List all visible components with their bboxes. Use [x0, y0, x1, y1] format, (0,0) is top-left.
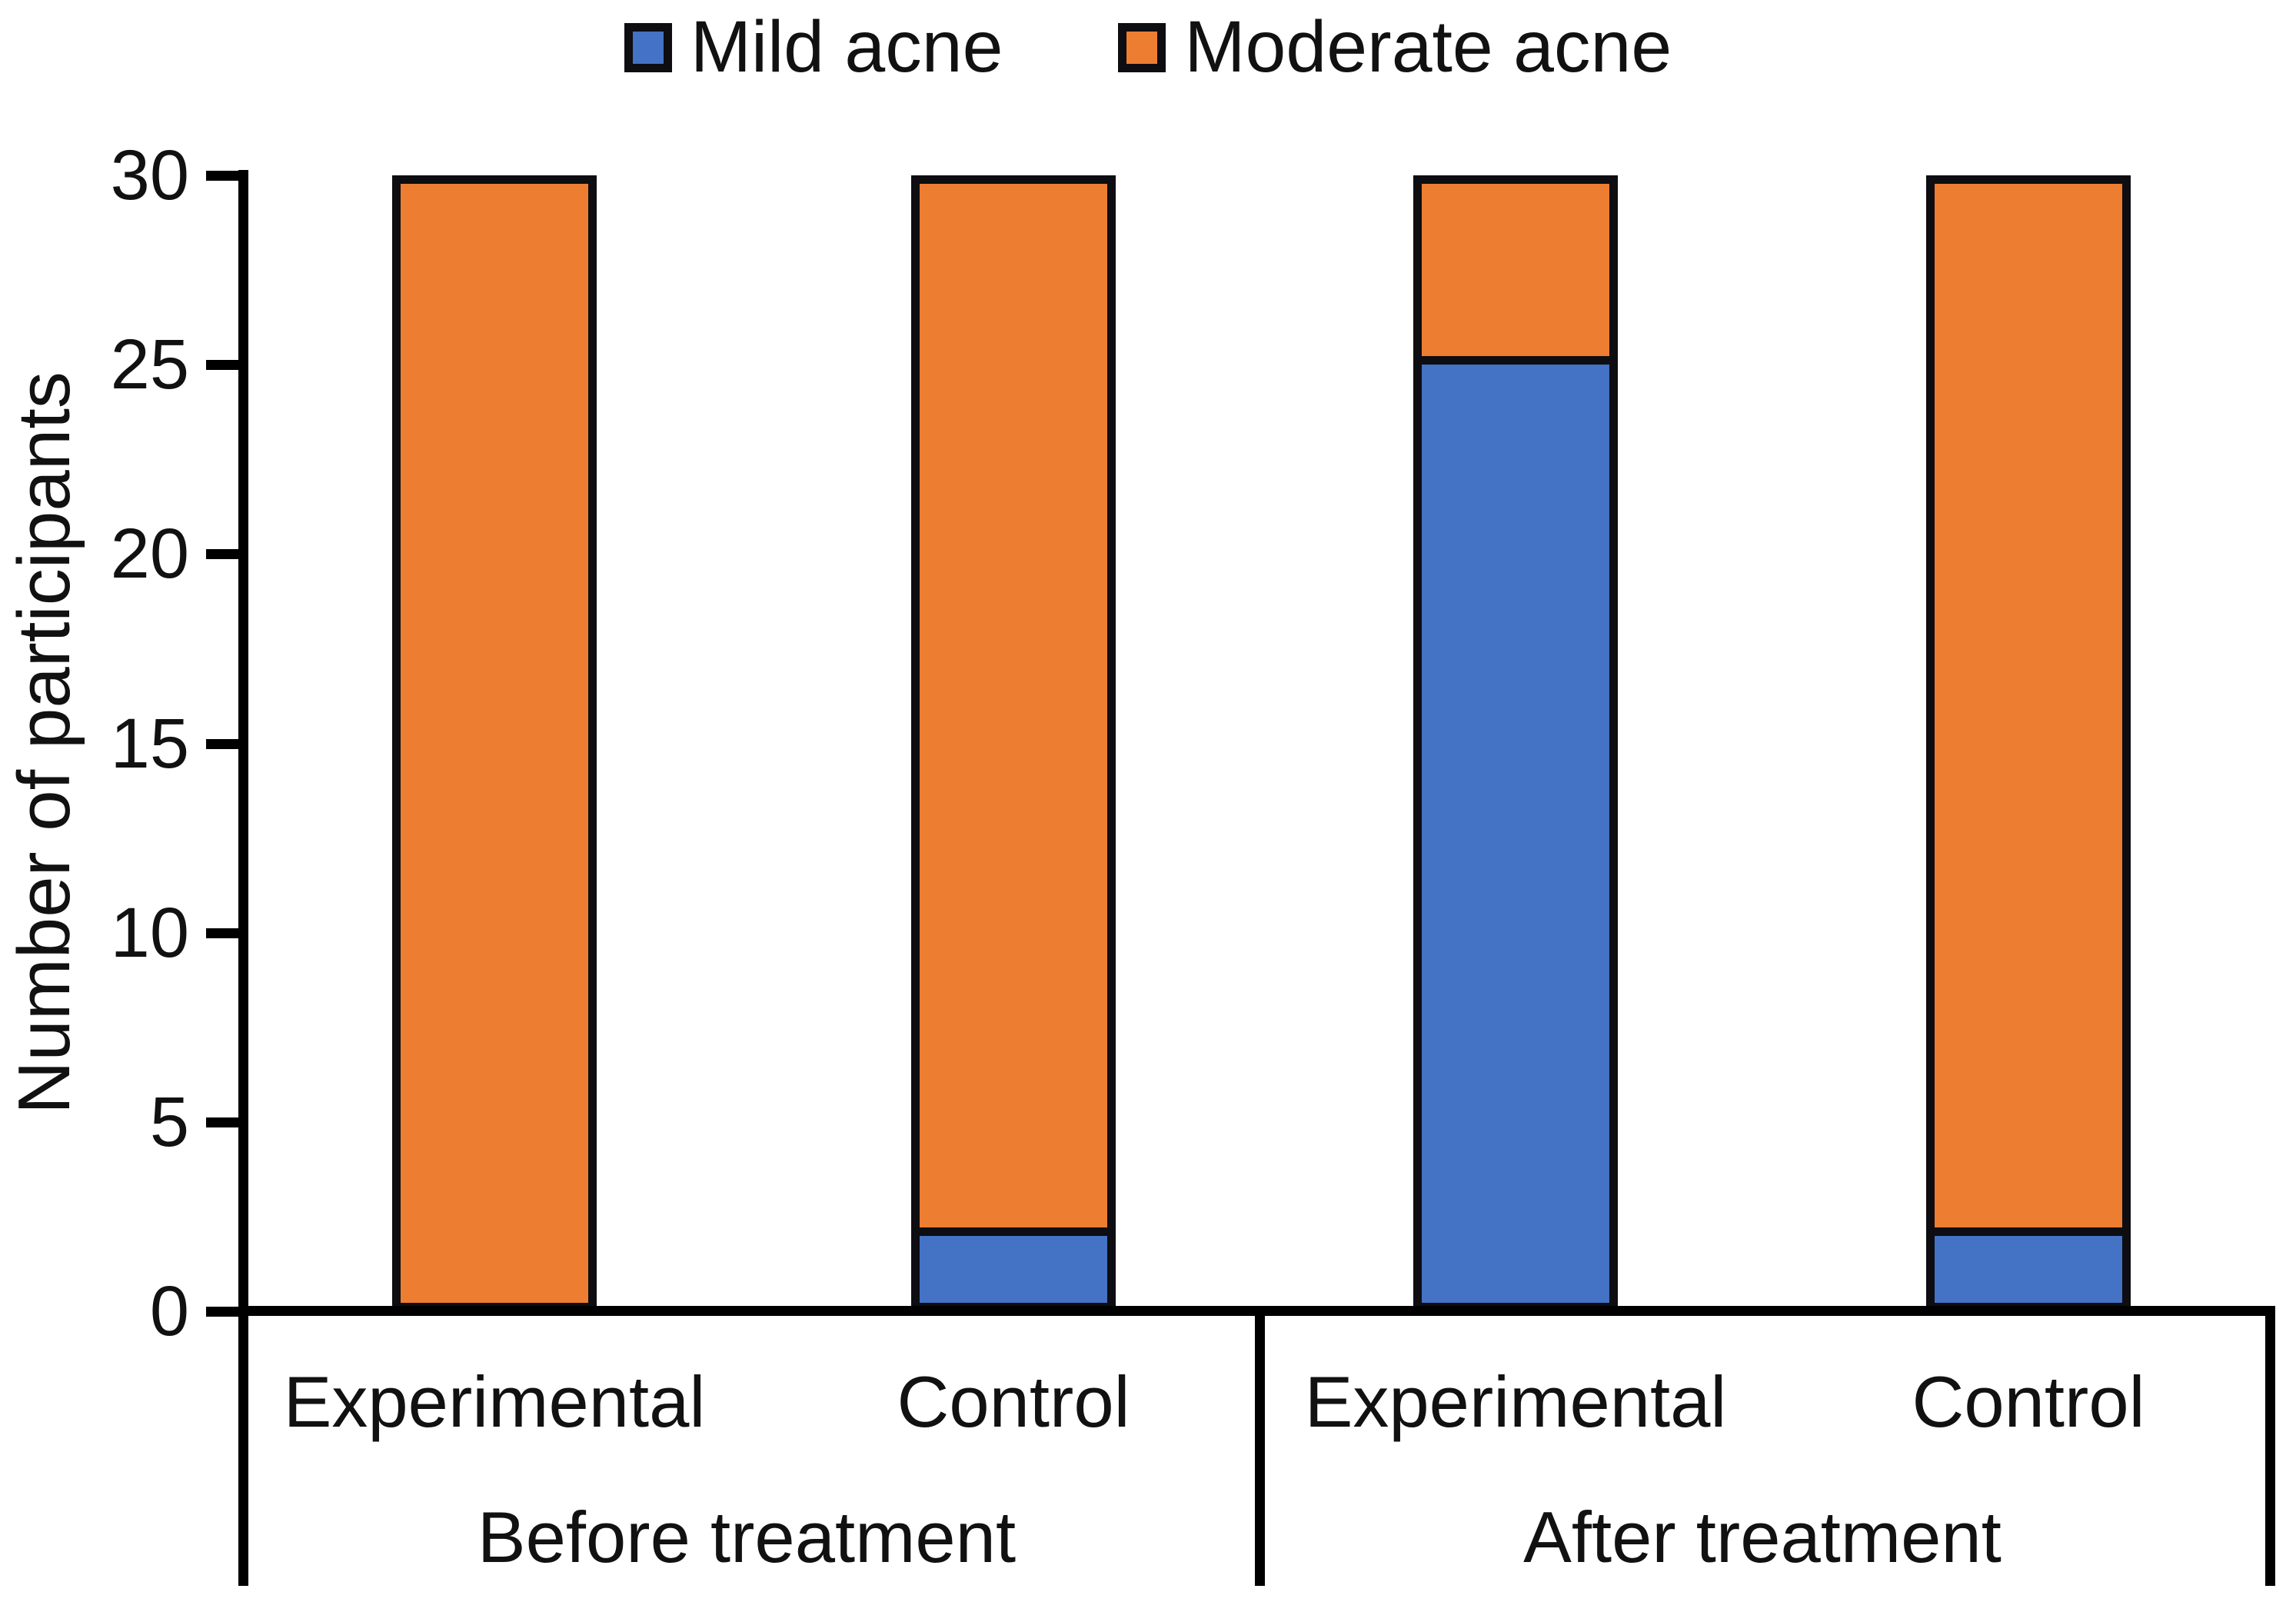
- bar-segment-mild-acne: [1935, 1227, 2122, 1303]
- bar-experimental-after: [1413, 175, 1618, 1311]
- bar-control-before: [911, 175, 1116, 1311]
- x-category-label: Experimental: [283, 1361, 706, 1442]
- x-category-label: Experimental: [1304, 1361, 1727, 1442]
- legend-swatch-icon: [624, 22, 672, 72]
- bar-experimental-before: [392, 175, 597, 1311]
- legend-label: Moderate acne: [1184, 6, 1672, 88]
- x-group-label: After treatment: [1523, 1497, 2002, 1577]
- legend-item: Moderate acne: [1118, 11, 1672, 84]
- bar-segment-moderate-acne: [920, 184, 1107, 1227]
- x-category-label: Control: [1912, 1361, 2145, 1442]
- bar-segment-moderate-acne: [1422, 184, 1609, 357]
- group-divider-line: [1255, 1306, 1265, 1586]
- y-tick-label: 10: [110, 893, 189, 972]
- y-tick-label: 20: [110, 515, 189, 594]
- y-tick-label: 5: [149, 1082, 189, 1161]
- bar-control-after: [1926, 175, 2131, 1311]
- chart-legend: Mild acne Moderate acne: [0, 11, 2296, 84]
- bar-segment-moderate-acne: [401, 184, 588, 1303]
- y-tick-mark: [206, 360, 248, 371]
- bar-segment-mild-acne: [1422, 356, 1609, 1303]
- y-tick-label: 0: [149, 1272, 189, 1351]
- y-tick-mark: [206, 171, 248, 181]
- y-tick-mark: [206, 1307, 248, 1317]
- y-tick-label: 15: [110, 704, 189, 783]
- bar-segment-mild-acne: [920, 1227, 1107, 1303]
- y-tick-label: 30: [110, 136, 189, 215]
- legend-swatch-icon: [1118, 22, 1166, 72]
- y-tick-mark: [206, 1117, 248, 1127]
- y-tick-mark: [206, 928, 248, 938]
- y-tick-label: 25: [110, 325, 189, 405]
- x-group-label: Before treatment: [477, 1497, 1017, 1577]
- legend-label: Mild acne: [690, 6, 1003, 88]
- y-tick-mark: [206, 549, 248, 560]
- x-category-label: Control: [897, 1361, 1130, 1442]
- group-divider-line: [2265, 1306, 2275, 1586]
- y-axis-line: [238, 170, 248, 1586]
- bar-segment-moderate-acne: [1935, 184, 2122, 1227]
- y-tick-mark: [206, 738, 248, 749]
- legend-item: Mild acne: [624, 11, 1003, 84]
